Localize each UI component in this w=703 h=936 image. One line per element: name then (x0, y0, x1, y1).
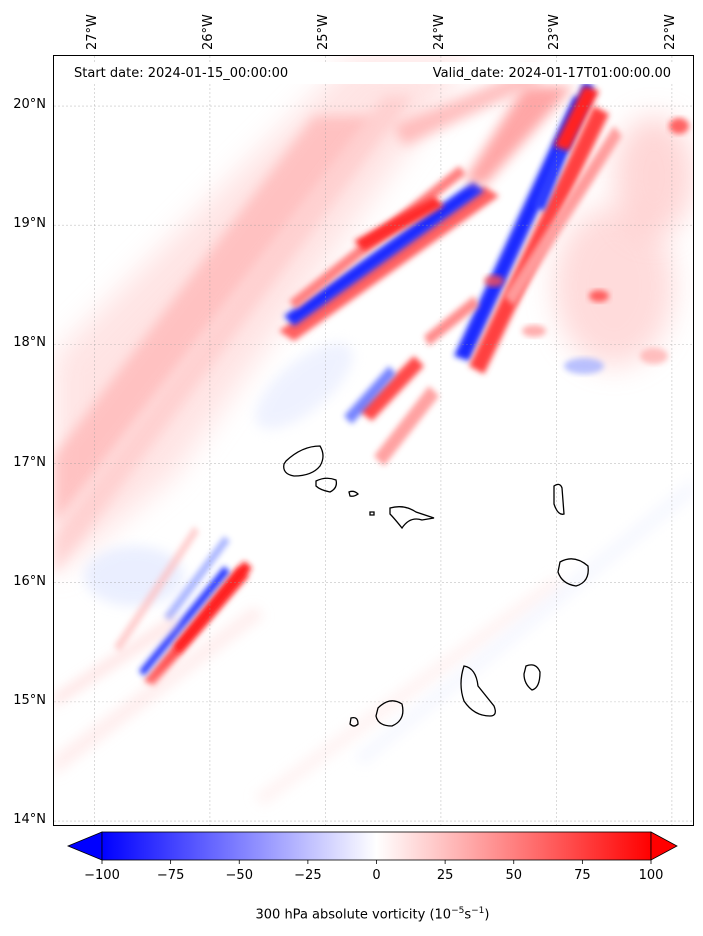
colorbar-body (101, 831, 652, 861)
island-brava (349, 716, 359, 727)
colorbar-ticks (101, 860, 652, 864)
island-maio (523, 664, 541, 691)
colorbar-tick-label: 50 (505, 868, 523, 883)
island-santa-luzia (348, 490, 359, 497)
island-sal (553, 483, 565, 515)
lat-label: 14°N (13, 812, 46, 828)
colorbar-tick-label: −50 (225, 868, 253, 883)
vorticity-contours (54, 56, 693, 806)
colorbar-extend-low (66, 831, 103, 861)
island-santiago (460, 665, 496, 717)
island-fogo (375, 700, 404, 727)
vorticity-field (54, 56, 693, 825)
colorbar-tick-label: −25 (294, 868, 322, 883)
coastlines (283, 445, 589, 727)
lat-label: 18°N (13, 335, 46, 351)
colorbar-tick-label: −100 (84, 868, 120, 883)
start-date-label: Start date: 2024-01-15_00:00:00 (74, 66, 289, 81)
lon-label: 23°W (547, 14, 563, 50)
colorbar-tick-label: −75 (156, 868, 185, 883)
colorbar-label: 300 hPa absolute vorticity (10−5s−1) (255, 906, 490, 923)
date-info-box (69, 62, 676, 84)
lat-label: 15°N (13, 692, 46, 708)
colorbar (66, 831, 678, 864)
lon-label: 25°W (316, 14, 332, 50)
lat-label: 20°N (13, 97, 46, 113)
colorbar-tick-label: 0 (372, 868, 381, 883)
lat-label: 19°N (13, 216, 46, 232)
island-boa-vista (557, 558, 589, 587)
lon-label: 24°W (431, 14, 447, 50)
lon-label: 27°W (85, 14, 101, 50)
colorbar-extend-high (650, 831, 678, 861)
lon-label: 26°W (200, 14, 216, 50)
colorbar-tick-label: 25 (436, 868, 454, 883)
valid-date-label: Valid_date: 2024-01-17T01:00:00.00 (432, 66, 671, 81)
map-panel (53, 55, 694, 826)
colorbar-tick-label: 75 (574, 868, 591, 883)
island-santo-antao (283, 445, 324, 477)
island-sao-nicolau-main (389, 506, 435, 530)
lat-label: 17°N (13, 454, 46, 470)
colorbar-tick-label: 100 (638, 868, 664, 883)
lon-label: 22°W (662, 14, 678, 50)
island-sao-nicolau (369, 511, 375, 516)
gridlines (54, 56, 693, 825)
lat-label: 16°N (13, 573, 46, 589)
island-sao-vicente (315, 477, 338, 493)
